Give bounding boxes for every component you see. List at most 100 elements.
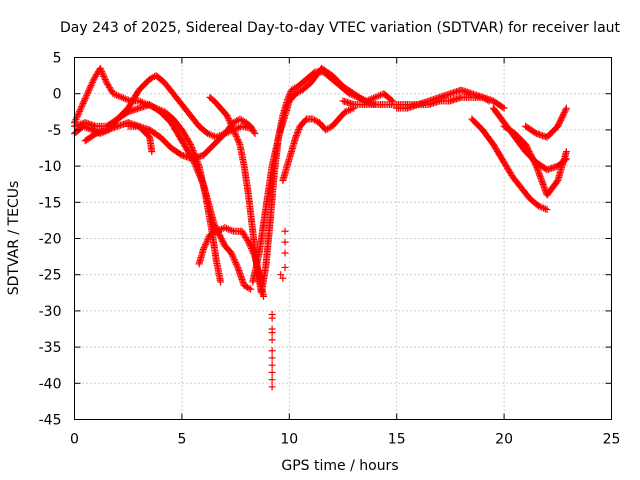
data-point [345, 106, 353, 114]
data-point [88, 80, 96, 88]
data-point [277, 271, 285, 279]
x-tick-label: 5 [177, 432, 186, 448]
data-point [75, 109, 83, 117]
data-point [111, 90, 119, 98]
data-point [197, 176, 205, 184]
data-point [232, 131, 240, 139]
data-point [76, 107, 84, 115]
data-point [556, 118, 564, 126]
data-point [200, 244, 208, 252]
data-point [228, 251, 236, 259]
data-point [78, 103, 86, 111]
data-point [204, 236, 212, 244]
y-tick-label: 0 [53, 87, 62, 103]
data-point [225, 116, 233, 124]
data-point [555, 121, 563, 129]
data-point [73, 112, 81, 120]
data-point [99, 71, 107, 79]
data-point [541, 205, 549, 213]
data-point [243, 283, 251, 291]
data-point [555, 119, 563, 127]
data-point [83, 91, 91, 99]
data-point [194, 167, 202, 175]
data-point [281, 249, 289, 257]
data-point [85, 86, 93, 94]
data-point [186, 139, 194, 147]
data-point [96, 64, 104, 72]
data-point [212, 227, 220, 235]
data-point [101, 76, 109, 84]
data-point [499, 103, 507, 111]
data-point [97, 66, 105, 74]
data-point [123, 95, 131, 103]
data-point [233, 262, 241, 270]
data-point [230, 255, 238, 263]
data-point [84, 88, 92, 96]
data-point [89, 77, 97, 85]
data-point [71, 117, 79, 125]
data-point [247, 243, 255, 251]
data-point [202, 241, 210, 249]
data-point [86, 85, 94, 93]
data-point [81, 96, 89, 104]
data-point [192, 162, 200, 170]
y-tick-label: -5 [48, 123, 62, 139]
data-point [371, 93, 379, 101]
axis-ticks: 0 5 10 15 20 25 5 0 -5 -10 -15 -20 -25 -30 -35 -40 -45 [39, 51, 621, 448]
data-point [268, 376, 276, 384]
data-point [98, 68, 106, 76]
data-point [293, 130, 301, 138]
data-point [388, 97, 396, 105]
y-tick-label: -45 [39, 413, 62, 429]
data-point [228, 123, 236, 131]
data-point [121, 95, 129, 103]
data-point [101, 74, 109, 82]
data-point [232, 132, 240, 140]
data-point [235, 124, 243, 132]
data-point [125, 96, 133, 104]
data-point [245, 240, 253, 248]
data-point [232, 259, 240, 267]
data-point [562, 104, 570, 112]
data-point [554, 122, 562, 130]
data-point [221, 224, 229, 232]
data-point [195, 170, 203, 178]
data-point [268, 329, 276, 337]
data-point [135, 97, 143, 105]
data-point [536, 203, 544, 211]
data-point [540, 204, 548, 212]
data-point [229, 252, 237, 260]
series-arc-15 [522, 104, 570, 141]
data-point [148, 148, 156, 156]
data-point [294, 127, 302, 135]
x-tick-label: 25 [603, 432, 621, 448]
y-tick-label: -35 [39, 340, 62, 356]
y-tick-label: -40 [39, 376, 62, 392]
series-arc-5 [124, 115, 259, 163]
data-point [217, 278, 225, 286]
data-point [229, 254, 237, 262]
data-point [211, 228, 219, 236]
data-point [82, 93, 90, 101]
data-point [370, 94, 378, 102]
data-point [268, 347, 276, 355]
x-tick-label: 20 [495, 432, 513, 448]
data-point [201, 242, 209, 250]
data-point [209, 132, 217, 140]
data-point [562, 106, 570, 114]
data-point [187, 142, 195, 150]
data-point [116, 93, 124, 101]
x-tick-label: 0 [70, 432, 79, 448]
data-point [562, 148, 570, 156]
data-point [199, 179, 207, 187]
data-point [186, 140, 194, 148]
data-point [229, 124, 237, 132]
data-point [538, 203, 546, 211]
data-point [234, 137, 242, 145]
data-point [227, 121, 235, 129]
data-point [113, 91, 121, 99]
data-point [224, 115, 232, 123]
data-point [532, 161, 540, 169]
data-point [343, 107, 351, 115]
